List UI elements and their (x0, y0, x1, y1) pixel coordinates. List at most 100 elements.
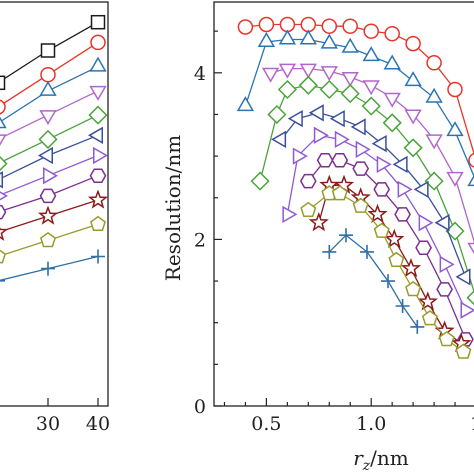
left-data-point (38, 129, 58, 149)
left-data-point (0, 279, 5, 282)
left-series-square (0, 14, 106, 91)
data-point (425, 134, 443, 150)
data-point (279, 16, 296, 33)
data-point (376, 155, 392, 174)
data-point (455, 343, 472, 359)
series-circle (237, 16, 474, 168)
data-point (321, 18, 338, 34)
left-data-point (0, 171, 3, 189)
y-tick-label: 0 (194, 396, 206, 418)
right-series-group (236, 16, 474, 359)
data-point (397, 180, 413, 199)
right-panel-frame (213, 1, 474, 407)
data-point (282, 205, 298, 224)
data-point (352, 197, 369, 213)
data-point (361, 96, 381, 116)
left-data-point (39, 231, 57, 248)
left-data-point (0, 227, 9, 241)
data-point (421, 310, 438, 326)
left-x-tick-label: 40 (86, 413, 110, 435)
left-series-star (0, 189, 109, 241)
left-data-point (89, 85, 107, 101)
left-data-point (43, 167, 59, 185)
data-point (434, 214, 450, 232)
data-point (299, 63, 317, 79)
data-point (383, 92, 401, 108)
data-point (445, 221, 465, 241)
data-point (405, 35, 421, 52)
data-point (237, 19, 254, 35)
data-point (292, 147, 308, 165)
data-point (417, 291, 438, 311)
data-point (400, 257, 422, 278)
left-series-triangle-down (0, 85, 107, 146)
data-point (236, 96, 255, 112)
left-data-point (40, 66, 56, 83)
left-data-point (89, 215, 107, 232)
left-data-point (88, 105, 108, 125)
x-axis-label-main: r (353, 446, 364, 470)
data-point (467, 242, 474, 255)
data-point (439, 255, 455, 274)
data-point (392, 155, 408, 174)
data-point (362, 80, 380, 96)
left-series-triangle-left (0, 126, 103, 189)
data-point (278, 29, 297, 45)
data-point (271, 130, 287, 149)
data-point (340, 84, 360, 104)
left-data-point (87, 126, 103, 144)
left-data-point (87, 189, 109, 209)
data-point (381, 274, 395, 289)
series-triangle-right (282, 126, 474, 319)
x-axis-label: rz/nm (353, 446, 409, 474)
data-point (342, 18, 358, 34)
data-point (362, 46, 380, 62)
left-data-point (89, 56, 107, 72)
left-data-point (0, 75, 6, 91)
data-point (373, 182, 391, 197)
data-point (316, 153, 334, 168)
left-data-point (93, 146, 109, 165)
series-line (286, 134, 467, 311)
data-point (466, 290, 474, 306)
data-point (258, 16, 275, 33)
x-tick-label: 0.5 (251, 413, 281, 435)
left-data-point (90, 34, 106, 51)
data-point (394, 207, 411, 222)
data-point (300, 16, 317, 33)
left-data-point (39, 110, 57, 126)
left-series-diamond (0, 105, 108, 172)
data-point (331, 153, 349, 168)
left-data-point (39, 188, 57, 204)
data-point (425, 87, 443, 103)
data-point (300, 201, 317, 218)
right-axis-ticks: 0 2 4 0.5 1.0 1 (194, 30, 474, 435)
left-x-tick-label: 30 (36, 413, 60, 435)
data-point (446, 121, 464, 137)
left-data-point (37, 205, 59, 225)
series-plus (322, 228, 425, 334)
data-point (267, 104, 287, 125)
data-point (410, 319, 425, 334)
x-axis-label-subscript: z (362, 458, 371, 474)
y-tick-label: 2 (194, 229, 206, 251)
series-triangle-down (261, 63, 474, 255)
data-point (257, 31, 276, 47)
data-point (424, 171, 444, 191)
data-point (352, 161, 370, 176)
data-point (415, 240, 432, 255)
data-point (405, 280, 422, 297)
left-data-point (0, 249, 7, 264)
x-axis-label-unit: /nm (370, 446, 409, 470)
data-point (404, 109, 422, 125)
data-point (298, 75, 318, 95)
data-point (436, 282, 453, 297)
data-point (382, 113, 402, 133)
left-panel: 30 40 (0, 1, 110, 435)
left-data-point (0, 116, 7, 129)
left-series-group (0, 14, 109, 282)
data-point (446, 171, 464, 187)
series-triangle-up (236, 29, 474, 187)
x-tick-label: 1.0 (356, 413, 386, 435)
